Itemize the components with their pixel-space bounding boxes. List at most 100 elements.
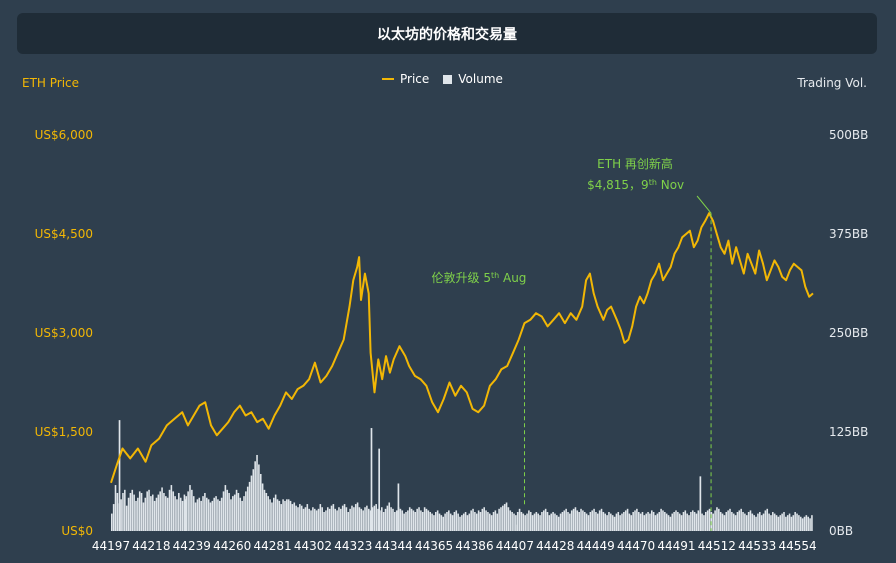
x-tick-label: 44512 <box>698 539 736 553</box>
volume-bar <box>645 513 647 531</box>
annotation-ath-title: ETH 再创新高 <box>597 156 673 171</box>
x-tick-label: 44407 <box>496 539 534 553</box>
legend-item-price[interactable]: Price <box>382 72 429 86</box>
volume-bar <box>569 513 571 531</box>
volume-bar <box>245 491 247 531</box>
volume-bar <box>561 511 564 531</box>
volume-bar <box>178 492 180 531</box>
volume-bar <box>809 518 811 531</box>
left-tick-label: US$0 <box>61 524 93 538</box>
volume-bar <box>308 508 310 531</box>
volume-bar <box>533 513 536 531</box>
volume-bar <box>423 507 426 531</box>
volume-bar <box>485 510 487 531</box>
volume-bar <box>691 510 694 531</box>
legend-item-volume[interactable]: Volume <box>443 72 503 86</box>
volume-bar <box>150 496 152 531</box>
volume-bar <box>133 494 135 531</box>
volume-bar <box>786 515 789 531</box>
volume-bar <box>185 496 188 531</box>
volume-bar <box>416 508 418 531</box>
x-tick-label: 44344 <box>375 539 413 553</box>
volume-bar <box>111 513 113 531</box>
volume-bar <box>516 511 519 531</box>
volume-bar <box>219 500 221 531</box>
volume-bar <box>215 496 217 531</box>
volume-bar <box>412 510 415 531</box>
volume-bar <box>811 515 813 531</box>
volume-bar <box>518 508 521 531</box>
volume-bar <box>287 499 290 531</box>
x-tick-label: 44533 <box>738 539 776 553</box>
left-axis-title: ETH Price <box>22 76 80 90</box>
volume-bar <box>744 513 746 531</box>
volume-bar <box>660 508 662 531</box>
x-tick-label: 44386 <box>455 539 493 553</box>
volume-bar <box>511 511 513 531</box>
right-axis-title: Trading Vol. <box>797 76 867 90</box>
volume-bar <box>347 511 350 531</box>
volume-bar <box>466 515 469 531</box>
volume-bar <box>520 511 523 531</box>
volume-bar <box>528 510 530 531</box>
volume-bar <box>353 507 355 531</box>
volume-bar <box>321 507 323 531</box>
volume-bar <box>690 511 692 531</box>
volume-bar-spike <box>184 499 186 531</box>
right-tick-label: 375BB <box>829 227 868 241</box>
volume-bar <box>222 491 225 531</box>
x-tick-label: 44197 <box>92 539 130 553</box>
volume-bar <box>300 505 303 531</box>
volume-bar <box>459 516 461 531</box>
volume-bar <box>338 507 340 531</box>
volume-bar <box>502 505 504 531</box>
volume-bar <box>226 489 229 531</box>
volume-bar <box>624 510 627 531</box>
volume-bar <box>617 511 620 531</box>
volume-bar <box>390 507 392 531</box>
left-tick-label: US$6,000 <box>35 128 93 142</box>
volume-bar <box>312 507 314 531</box>
volume-bar <box>289 500 292 531</box>
volume-bar <box>384 508 387 531</box>
volume-bar <box>736 511 739 531</box>
x-tick-label: 44449 <box>577 539 615 553</box>
volume-bar <box>762 513 765 531</box>
volume-bar <box>783 511 785 531</box>
volume-bar <box>554 513 556 531</box>
volume-bar <box>719 511 722 531</box>
volume-bar <box>449 513 452 531</box>
volume-bar <box>394 511 396 531</box>
volume-bar <box>807 516 809 531</box>
volume-bar <box>157 494 160 531</box>
legend-volume-label: Volume <box>458 72 503 86</box>
volume-bar <box>682 511 685 531</box>
price-line <box>110 212 814 484</box>
volume-bar <box>233 494 236 531</box>
volume-bar <box>232 496 234 531</box>
volume-bar <box>116 492 119 531</box>
volume-bar <box>306 504 309 531</box>
volume-bar <box>364 507 366 531</box>
volume-bar <box>293 502 296 531</box>
volume-bar <box>537 513 539 531</box>
volume-bar <box>628 513 631 531</box>
volume-bar <box>779 515 782 531</box>
volume-bar <box>161 487 163 531</box>
volume-bar <box>151 494 154 531</box>
volume-bar <box>796 513 798 531</box>
volume-bar <box>464 511 467 531</box>
volume-bar <box>332 504 335 531</box>
x-tick-label: 44239 <box>173 539 211 553</box>
volume-bar <box>194 502 197 531</box>
volume-bar <box>684 510 687 531</box>
volume-bar <box>142 502 145 531</box>
volume-bar <box>295 505 297 531</box>
volume-bar <box>801 518 804 531</box>
volume-bar-spike <box>378 448 381 531</box>
volume-bar <box>734 515 737 531</box>
volume-bar <box>725 511 728 531</box>
volume-bar <box>643 515 646 531</box>
volume-bar <box>403 513 405 531</box>
volume-bar <box>280 504 283 531</box>
